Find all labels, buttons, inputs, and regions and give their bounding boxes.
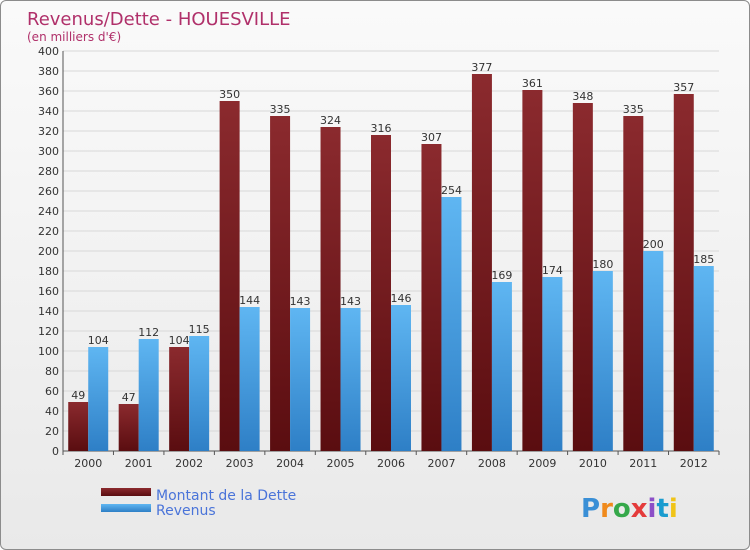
- y-tick-label: 160: [38, 285, 59, 298]
- y-tick-label: 340: [38, 105, 59, 118]
- data-label-revenus: 180: [592, 258, 613, 271]
- data-label-revenus: 174: [542, 264, 563, 277]
- data-label-dette: 316: [371, 122, 392, 135]
- y-tick-label: 240: [38, 205, 59, 218]
- data-label-dette: 361: [522, 77, 543, 90]
- data-label-dette: 335: [623, 103, 644, 116]
- data-label-dette: 350: [219, 88, 240, 101]
- bar-dette: [572, 103, 593, 451]
- data-label-revenus: 169: [491, 269, 512, 282]
- data-label-revenus: 254: [441, 184, 462, 197]
- bar-revenus: [441, 197, 462, 451]
- data-label-dette: 357: [673, 81, 694, 94]
- bar-dette: [673, 94, 694, 451]
- proxiti-logo: Proxiti: [581, 494, 678, 524]
- y-tick-label: 80: [45, 365, 59, 378]
- bar-dette: [169, 347, 190, 451]
- legend: Montant de la Dette Revenus: [101, 488, 296, 519]
- data-label-revenus: 104: [88, 334, 109, 347]
- bar-revenus: [391, 305, 411, 451]
- data-label-revenus: 115: [189, 323, 210, 336]
- data-label-dette: 324: [320, 114, 341, 127]
- bar-revenus: [290, 308, 311, 451]
- data-label-revenus: 143: [290, 295, 311, 308]
- data-label-revenus: 143: [340, 295, 361, 308]
- data-label-dette: 335: [270, 103, 291, 116]
- y-tick-label: 220: [38, 225, 59, 238]
- y-tick-label: 40: [45, 405, 59, 418]
- data-label-revenus: 112: [138, 326, 159, 339]
- bar-dette: [421, 144, 442, 451]
- data-label-dette: 377: [471, 61, 492, 74]
- data-label-dette: 348: [572, 90, 593, 103]
- y-tick-label: 400: [38, 45, 59, 58]
- y-tick-label: 120: [38, 325, 59, 338]
- y-tick-label: 60: [45, 385, 59, 398]
- data-label-revenus: 200: [643, 238, 664, 251]
- bar-revenus: [189, 336, 210, 451]
- bar-dette: [371, 135, 391, 451]
- chart-title: Revenus/Dette - HOUESVILLE: [27, 9, 291, 30]
- data-label-dette: 104: [169, 334, 190, 347]
- bar-revenus: [693, 266, 714, 451]
- x-tick-label: 2007: [427, 457, 455, 470]
- x-tick-label: 2006: [377, 457, 405, 470]
- bar-dette: [522, 90, 543, 451]
- bar-revenus: [592, 271, 613, 451]
- x-tick-label: 2004: [276, 457, 304, 470]
- y-tick-label: 280: [38, 165, 59, 178]
- legend-swatch-revenus: [101, 504, 151, 512]
- bar-dette: [623, 116, 644, 451]
- bar-dette: [270, 116, 291, 451]
- y-tick-label: 0: [52, 445, 59, 458]
- bar-revenus: [491, 282, 512, 451]
- bar-revenus: [239, 307, 260, 451]
- data-label-dette: 49: [71, 389, 85, 402]
- bar-revenus: [643, 251, 664, 451]
- data-label-dette: 47: [122, 391, 136, 404]
- chart-subtitle: (en milliers d'€): [27, 30, 121, 44]
- x-tick-label: 2011: [629, 457, 657, 470]
- y-tick-label: 100: [38, 345, 59, 358]
- legend-label-dette: Montant de la Dette: [156, 488, 296, 504]
- x-tick-label: 2002: [175, 457, 203, 470]
- data-label-revenus: 146: [391, 292, 412, 305]
- y-tick-label: 140: [38, 305, 59, 318]
- y-tick-label: 380: [38, 65, 59, 78]
- x-tick-label: 2008: [478, 457, 506, 470]
- y-tick-label: 360: [38, 85, 59, 98]
- x-tick-label: 2001: [125, 457, 153, 470]
- y-tick-label: 20: [45, 425, 59, 438]
- bar-revenus: [138, 339, 159, 451]
- x-tick-label: 2012: [680, 457, 708, 470]
- y-tick-label: 260: [38, 185, 59, 198]
- bars: 4910447112104115350144335143324143316146…: [68, 61, 714, 451]
- data-label-revenus: 144: [239, 294, 260, 307]
- bar-dette: [320, 127, 341, 451]
- bar-dette: [471, 74, 492, 451]
- legend-swatch-dette: [101, 488, 151, 496]
- bar-revenus: [340, 308, 361, 451]
- x-tick-label: 2003: [226, 457, 254, 470]
- legend-label-revenus: Revenus: [156, 503, 216, 519]
- bar-revenus: [542, 277, 563, 451]
- x-tick-label: 2010: [579, 457, 607, 470]
- bar-dette: [68, 402, 89, 451]
- x-tick-label: 2005: [327, 457, 355, 470]
- bar-dette: [118, 404, 139, 451]
- data-label-dette: 307: [421, 131, 442, 144]
- y-tick-label: 300: [38, 145, 59, 158]
- x-tick-label: 2000: [74, 457, 102, 470]
- logo-text: Proxiti: [581, 494, 678, 524]
- bar-revenus: [88, 347, 109, 451]
- y-tick-label: 320: [38, 125, 59, 138]
- x-axis: 2000 2001 2002 2003 2004 2005 2006 2007 2008 2009…: [62, 451, 720, 470]
- bar-dette: [219, 101, 240, 451]
- y-tick-label: 200: [38, 245, 59, 258]
- x-tick-label: 2009: [528, 457, 556, 470]
- data-label-revenus: 185: [693, 253, 714, 266]
- y-tick-label: 180: [38, 265, 59, 278]
